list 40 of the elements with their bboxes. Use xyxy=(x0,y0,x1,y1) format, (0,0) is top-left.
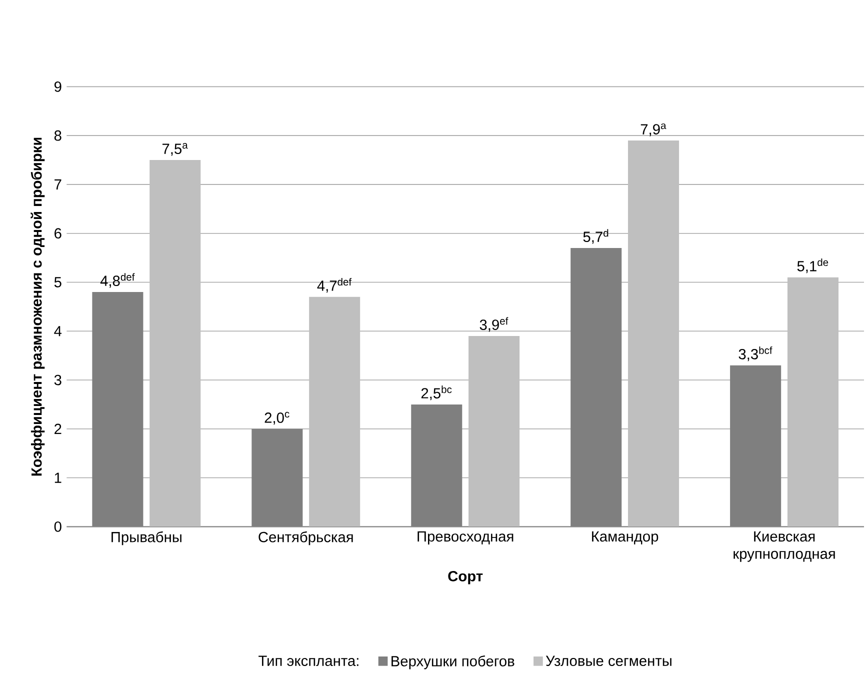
y-tick-label: 1 xyxy=(54,472,62,484)
bar xyxy=(309,297,360,527)
y-tick-label: 6 xyxy=(54,228,62,239)
data-label: 4,8$^{def}$ xyxy=(100,273,135,288)
x-tick-label: Камандор xyxy=(592,532,658,545)
y-tick-label: 9 xyxy=(54,82,62,92)
data-label: 7,9$^{a}$ xyxy=(640,124,666,136)
x-tick-label: Прывабны xyxy=(112,532,182,546)
legend-label: Верхушки побегов xyxy=(392,656,514,670)
y-tick-label: 3 xyxy=(54,375,62,386)
bar xyxy=(252,429,303,527)
bar xyxy=(411,404,462,527)
data-label: 7,5$^{a}$ xyxy=(162,143,188,156)
x-tick-label: Киевская крупноплодная xyxy=(734,532,835,562)
data-label: 3,3$^{bcf}$ xyxy=(738,346,772,362)
data-label: 4,7$^{def}$ xyxy=(317,278,352,293)
y-tick-label: 0 xyxy=(54,522,62,532)
data-label: 2,0$^{c}$ xyxy=(264,412,290,425)
y-axis-title: Коэффициент размножения с одной пробирки xyxy=(30,138,45,476)
x-axis-title: Сорт xyxy=(448,571,483,584)
bar xyxy=(150,160,201,527)
bar xyxy=(570,248,622,527)
bar xyxy=(730,366,782,527)
x-tick-label: Сентябрьская xyxy=(258,532,353,546)
data-label: 2,5$^{bc}$ xyxy=(421,386,452,400)
data-label: 5,1$^{de}$ xyxy=(797,258,828,274)
data-label: 5,7$^{d}$ xyxy=(583,229,608,244)
y-tick-label: 5 xyxy=(54,277,62,288)
legend-title: Тип экспланта: xyxy=(258,656,358,666)
legend-label: Узловые сегменты xyxy=(546,656,672,666)
bar xyxy=(787,278,838,527)
bar xyxy=(628,140,680,527)
x-tick-label: Превосходная xyxy=(418,532,514,545)
y-tick-label: 8 xyxy=(54,130,62,141)
y-tick-label: 2 xyxy=(54,424,62,434)
bar xyxy=(468,336,520,527)
y-tick-label: 7 xyxy=(54,180,62,190)
y-tick-label: 4 xyxy=(54,326,62,336)
data-label: 3,9$^{ef}$ xyxy=(480,317,508,332)
bar xyxy=(92,292,144,527)
